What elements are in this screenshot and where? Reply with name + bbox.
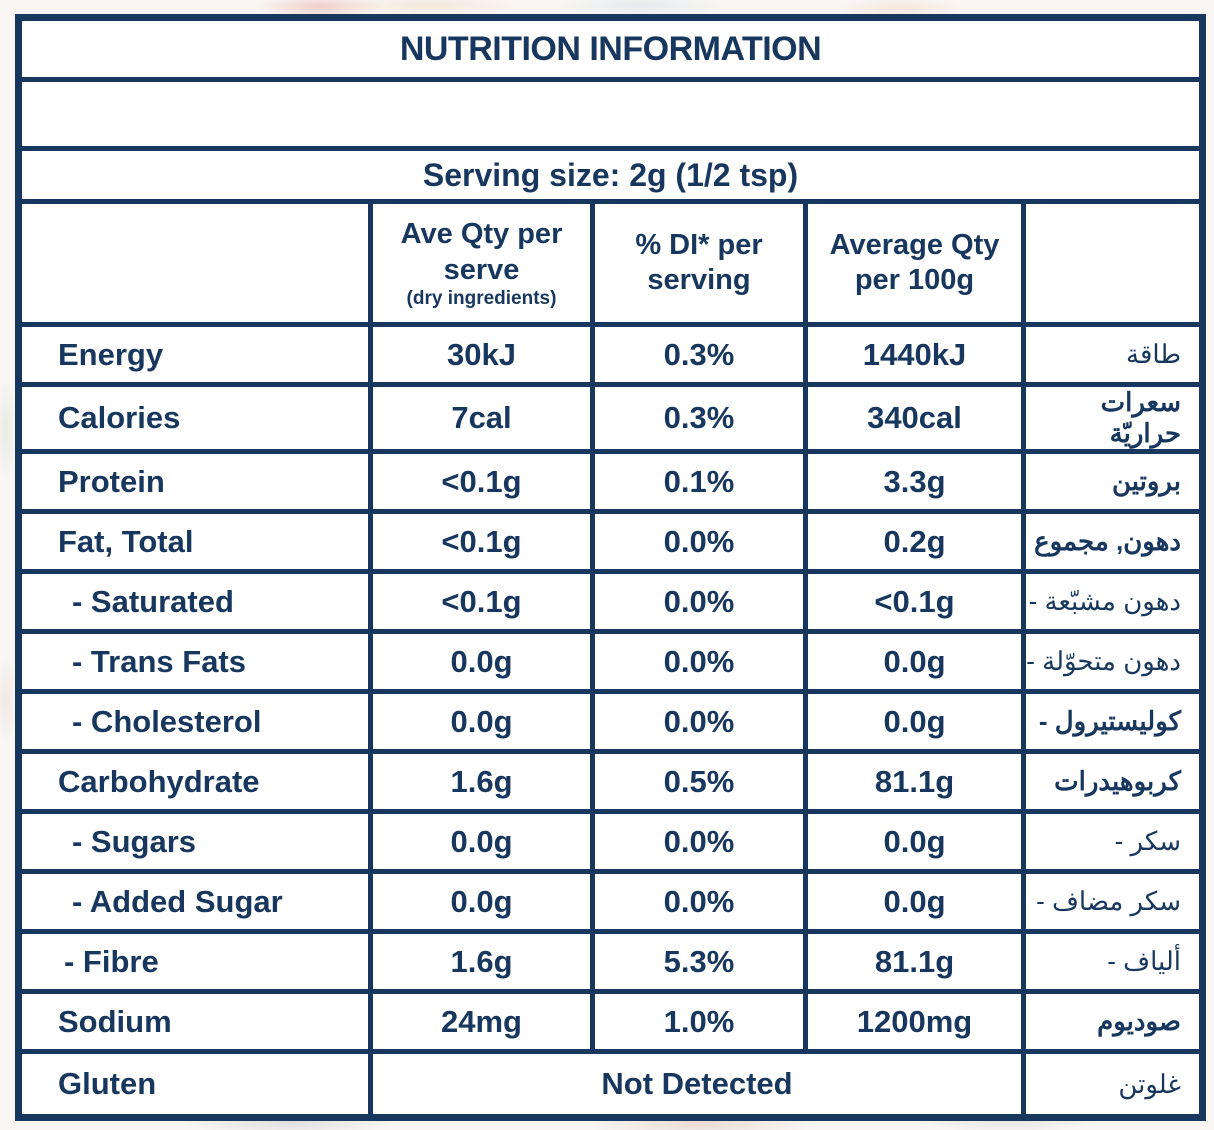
- sodium-di-value: 1.0%: [590, 989, 808, 1054]
- col-header-di: % DI* per serving: [590, 199, 808, 327]
- col-header-di-line1: % DI* per: [635, 228, 763, 261]
- fibre-di-value: 5.3%: [590, 929, 808, 994]
- cholesterol-arabic-label: - كوليستيرول: [1020, 689, 1206, 754]
- row-carbohydrate: Carbohydrate 1.6g 0.5% 81.1g كربوهيدرات: [16, 749, 1206, 814]
- carbohydrate-arabic-label: كربوهيدرات: [1020, 749, 1206, 814]
- calories-per100-value: 340cal: [803, 382, 1026, 454]
- gluten-arabic-label: غلوتن: [1020, 1049, 1206, 1120]
- sugars-serve-value: 0.0g: [368, 809, 595, 874]
- col-header-per100-line1: Average Qty: [829, 228, 1000, 261]
- sugars-di-value: 0.0%: [590, 809, 808, 874]
- trans-fats-serve-value: 0.0g: [368, 629, 595, 694]
- fibre-serve-value: 1.6g: [368, 929, 595, 994]
- col-header-di-line2: serving: [647, 264, 751, 296]
- saturated-serve-value: <0.1g: [368, 569, 595, 634]
- added-sugar-di-value: 0.0%: [590, 869, 808, 934]
- col-header-serve-line2: serve: [443, 253, 520, 286]
- energy-per100-value: 1440kJ: [803, 322, 1026, 387]
- energy-di-value: 0.3%: [590, 322, 808, 387]
- sugars-per100-value: 0.0g: [803, 809, 1026, 874]
- gluten-value: Not Detected: [368, 1049, 1026, 1120]
- fibre-per100-value: 81.1g: [803, 929, 1026, 994]
- saturated-di-value: 0.0%: [590, 569, 808, 634]
- col-header-serve-line1: Ave Qty per: [400, 218, 563, 251]
- row-saturated: - Saturated <0.1g 0.0% <0.1g - دهون مشبّ…: [16, 569, 1206, 634]
- energy-serve-value: 30kJ: [368, 322, 595, 387]
- row-calories: Calories 7cal 0.3% 340cal سعرات حراريّة: [16, 382, 1206, 454]
- gluten-label: Gluten: [16, 1049, 373, 1120]
- fat-total-label: Fat, Total: [16, 509, 373, 574]
- row-energy: Energy 30kJ 0.3% 1440kJ طاقة: [16, 322, 1206, 387]
- cholesterol-di-value: 0.0%: [590, 689, 808, 754]
- calories-label: Calories: [16, 382, 373, 454]
- nutrition-table: NUTRITION INFORMATION Serving size: 2g (…: [15, 14, 1207, 1121]
- header-empty-left: [16, 199, 373, 327]
- added-sugar-label: - Added Sugar: [16, 869, 373, 934]
- sodium-per100-value: 1200mg: [803, 989, 1026, 1054]
- trans-fats-label: - Trans Fats: [16, 629, 373, 694]
- added-sugar-per100-value: 0.0g: [803, 869, 1026, 934]
- trans-fats-arabic-label: - دهون متحوّلة: [1020, 629, 1206, 694]
- energy-arabic-label: طاقة: [1020, 322, 1206, 387]
- sodium-arabic-label: صوديوم: [1020, 989, 1206, 1054]
- col-header-per100: Average Qty per 100g: [803, 199, 1026, 327]
- col-header-serve: Ave Qty per serve (dry ingredients): [368, 199, 595, 327]
- trans-fats-di-value: 0.0%: [590, 629, 808, 694]
- row-protein: Protein <0.1g 0.1% 3.3g بروتين: [16, 449, 1206, 514]
- cholesterol-serve-value: 0.0g: [368, 689, 595, 754]
- spacer-cell: [15, 77, 1206, 151]
- row-fat-total: Fat, Total <0.1g 0.0% 0.2g دهون, مجموع: [16, 509, 1206, 574]
- protein-di-value: 0.1%: [590, 449, 808, 514]
- protein-label: Protein: [16, 449, 373, 514]
- fat-total-di-value: 0.0%: [590, 509, 808, 574]
- row-sugars: - Sugars 0.0g 0.0% 0.0g - سكر: [16, 809, 1206, 874]
- row-cholesterol: - Cholesterol 0.0g 0.0% 0.0g - كوليستيرو…: [16, 689, 1206, 754]
- cholesterol-per100-value: 0.0g: [803, 689, 1026, 754]
- added-sugar-serve-value: 0.0g: [368, 869, 595, 934]
- carbohydrate-per100-value: 81.1g: [803, 749, 1026, 814]
- saturated-per100-value: <0.1g: [803, 569, 1026, 634]
- fibre-label: - Fibre: [16, 929, 373, 994]
- saturated-label: - Saturated: [16, 569, 373, 634]
- serving-size-row: Serving size: 2g (1/2 tsp): [15, 146, 1206, 204]
- spacer-row: [15, 77, 1206, 151]
- calories-serve-value: 7cal: [368, 382, 595, 454]
- row-gluten: Gluten Not Detected غلوتن: [16, 1049, 1206, 1120]
- saturated-arabic-label: - دهون مشبّعة: [1020, 569, 1206, 634]
- header-empty-right: [1020, 199, 1206, 327]
- table-title: NUTRITION INFORMATION: [15, 15, 1206, 82]
- title-row: NUTRITION INFORMATION: [15, 15, 1206, 82]
- col-header-per100-line2: per 100g: [854, 264, 975, 296]
- column-header-row: Ave Qty per serve (dry ingredients) % DI…: [16, 199, 1206, 327]
- sodium-label: Sodium: [16, 989, 373, 1054]
- fat-total-serve-value: <0.1g: [368, 509, 595, 574]
- row-added-sugar: - Added Sugar 0.0g 0.0% 0.0g - سكر مضاف: [16, 869, 1206, 934]
- sodium-serve-value: 24mg: [368, 989, 595, 1054]
- sugars-label: - Sugars: [16, 809, 373, 874]
- protein-per100-value: 3.3g: [803, 449, 1026, 514]
- protein-serve-value: <0.1g: [368, 449, 595, 514]
- row-fibre: - Fibre 1.6g 5.3% 81.1g - ألياف: [16, 929, 1206, 994]
- cholesterol-label: - Cholesterol: [16, 689, 373, 754]
- calories-di-value: 0.3%: [590, 382, 808, 454]
- trans-fats-per100-value: 0.0g: [803, 629, 1026, 694]
- row-trans-fats: - Trans Fats 0.0g 0.0% 0.0g - دهون متحوّ…: [16, 629, 1206, 694]
- energy-label: Energy: [16, 322, 373, 387]
- row-sodium: Sodium 24mg 1.0% 1200mg صوديوم: [16, 989, 1206, 1054]
- carbohydrate-di-value: 0.5%: [590, 749, 808, 814]
- sugars-arabic-label: - سكر: [1020, 809, 1206, 874]
- protein-arabic-label: بروتين: [1020, 449, 1206, 514]
- carbohydrate-label: Carbohydrate: [16, 749, 373, 814]
- fat-total-per100-value: 0.2g: [803, 509, 1026, 574]
- fat-total-arabic-label: دهون, مجموع: [1020, 509, 1206, 574]
- fibre-arabic-label: - ألياف: [1020, 929, 1206, 994]
- carbohydrate-serve-value: 1.6g: [368, 749, 595, 814]
- calories-arabic-label: سعرات حراريّة: [1020, 382, 1206, 454]
- added-sugar-arabic-label: - سكر مضاف: [1020, 869, 1206, 934]
- serving-size: Serving size: 2g (1/2 tsp): [15, 146, 1206, 204]
- col-header-serve-note: (dry ingredients): [406, 287, 557, 309]
